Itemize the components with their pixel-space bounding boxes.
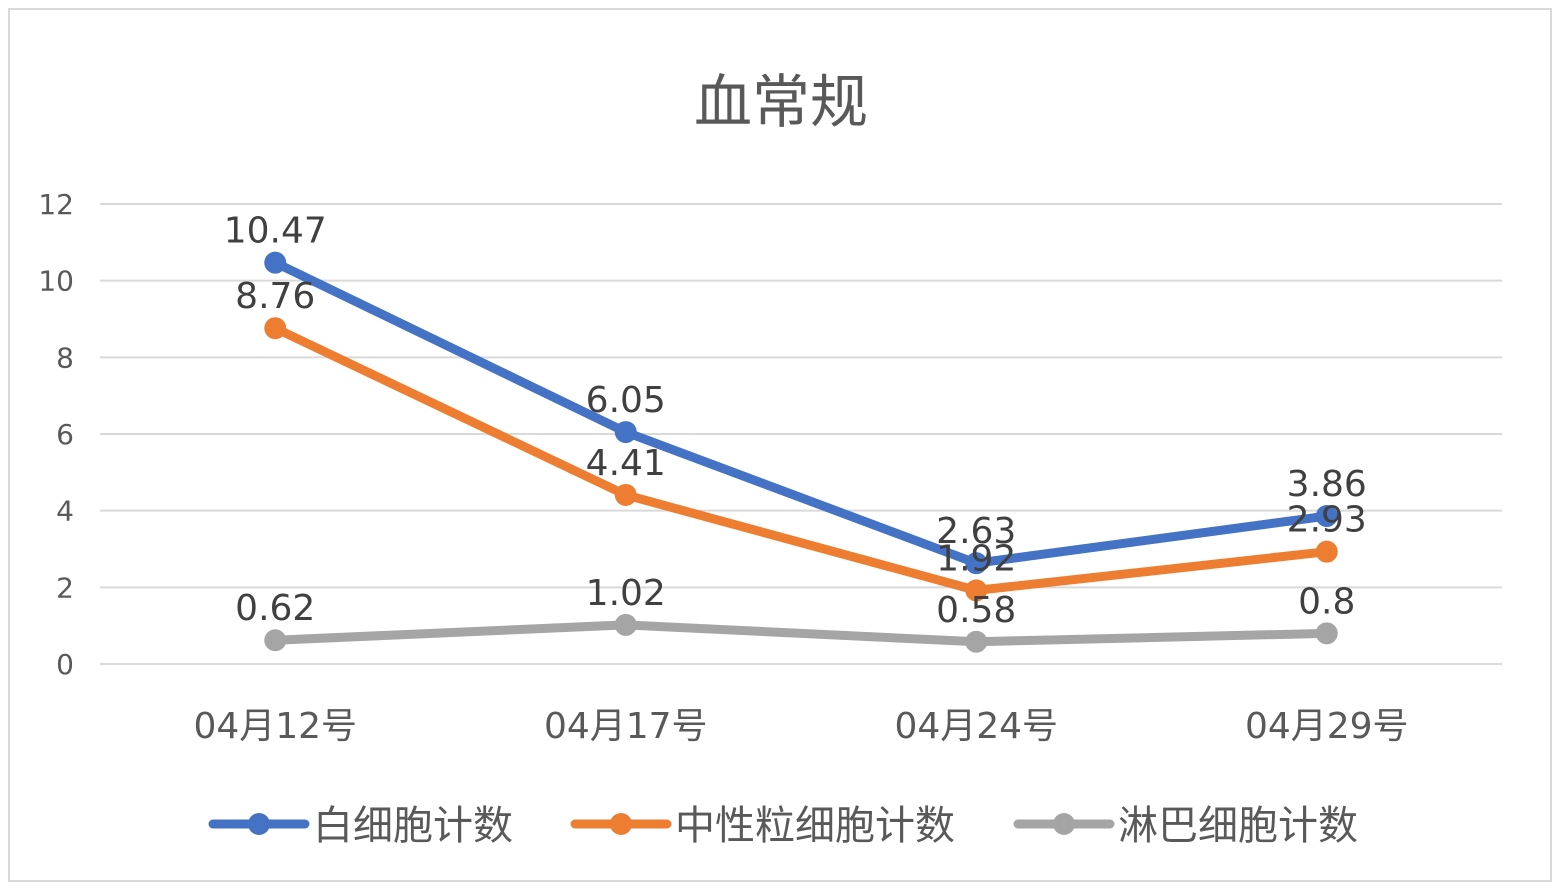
y-tick-label: 6 [56, 418, 74, 451]
chart-title: 血常规 [694, 68, 868, 136]
x-tick-label: 04月17号 [544, 706, 708, 747]
data-point [965, 579, 988, 602]
series-1 [264, 251, 1338, 575]
data-label: 1.02 [586, 573, 666, 614]
legend: 白细胞计数 中性粒细胞计数 淋巴细胞计数 [208, 803, 1358, 849]
legend-label: 淋巴细胞计数 [1118, 803, 1358, 849]
series-line [270, 620, 1332, 647]
x-tick-label: 04月24号 [894, 706, 1058, 747]
series-3 [264, 613, 1338, 653]
data-label: 0.58 [936, 590, 1016, 631]
data-point [614, 613, 637, 636]
data-label: 1.92 [936, 538, 1016, 579]
data-label: 2.63 [936, 511, 1016, 552]
data-point [264, 251, 287, 274]
x-axis-ticks: 04月12号 04月17号 04月24号 04月29号 [193, 706, 1408, 747]
data-label: 8.76 [235, 276, 315, 317]
y-tick-label: 4 [56, 495, 74, 528]
y-tick-label: 0 [56, 648, 74, 681]
x-tick-label: 04月29号 [1245, 706, 1409, 747]
legend-label: 白细胞计数 [313, 803, 513, 849]
x-tick-label: 04月12号 [193, 706, 357, 747]
legend-marker [1053, 813, 1075, 835]
legend-item: 中性粒细胞计数 [570, 803, 955, 849]
series-line [270, 323, 1332, 595]
data-point [965, 552, 988, 575]
data-label: 0.62 [235, 588, 315, 629]
chart-frame [8, 8, 1552, 882]
data-label: 3.86 [1287, 464, 1367, 505]
y-axis-ticks: 0 2 4 6 8 10 12 [38, 188, 74, 681]
legend-marker [610, 813, 632, 835]
series-line [270, 258, 1332, 568]
data-label: 10.47 [224, 211, 327, 252]
data-point [965, 630, 988, 653]
data-point [1315, 622, 1338, 645]
data-label: 2.93 [1287, 500, 1367, 541]
y-tick-label: 12 [38, 188, 74, 221]
data-label: 0.8 [1298, 581, 1355, 622]
legend-marker [248, 813, 270, 835]
data-point [264, 629, 287, 652]
data-point [264, 317, 287, 340]
data-label: 6.05 [586, 380, 666, 421]
data-labels: 10.47 6.05 2.63 3.86 8.76 4.41 1.92 2.93 0.62 1.0… [224, 211, 1367, 631]
data-label: 4.41 [586, 443, 666, 484]
data-point [1315, 505, 1338, 528]
series-2 [264, 317, 1338, 602]
y-tick-label: 10 [38, 265, 74, 298]
data-point [1315, 540, 1338, 563]
y-tick-label: 2 [56, 571, 74, 604]
data-point [614, 421, 637, 444]
legend-label: 中性粒细胞计数 [675, 803, 955, 849]
series-layer [264, 251, 1338, 653]
legend-item: 白细胞计数 [208, 803, 513, 849]
legend-item: 淋巴细胞计数 [1013, 803, 1358, 849]
data-point [614, 483, 637, 506]
y-tick-label: 8 [56, 341, 74, 374]
